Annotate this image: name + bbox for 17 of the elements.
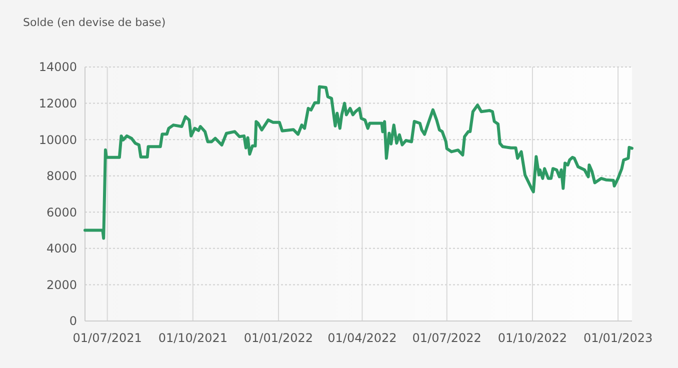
x-tick-label: 01/10/2021 <box>158 331 228 345</box>
y-tick-label: 12000 <box>38 96 77 110</box>
x-tick-label: 01/04/2022 <box>328 331 397 345</box>
chart-title: Solde (en devise de base) <box>23 16 166 29</box>
y-tick-label: 4000 <box>46 242 77 256</box>
x-tick-label: 01/10/2022 <box>498 331 568 345</box>
x-tick-label: 01/07/2022 <box>412 331 482 345</box>
y-tick-label: 2000 <box>46 278 77 292</box>
y-tick-label: 14000 <box>38 60 77 74</box>
y-tick-label: 6000 <box>46 205 77 220</box>
y-tick-label: 8000 <box>46 169 77 184</box>
x-tick-label: 01/01/2022 <box>244 331 314 345</box>
line-series <box>84 85 634 240</box>
y-tick-label: 10000 <box>38 132 77 147</box>
x-tick-label: 01/07/2021 <box>72 331 142 345</box>
x-tick-label: 01/01/2023 <box>583 331 653 345</box>
y-tick-label: 0 <box>69 314 77 328</box>
